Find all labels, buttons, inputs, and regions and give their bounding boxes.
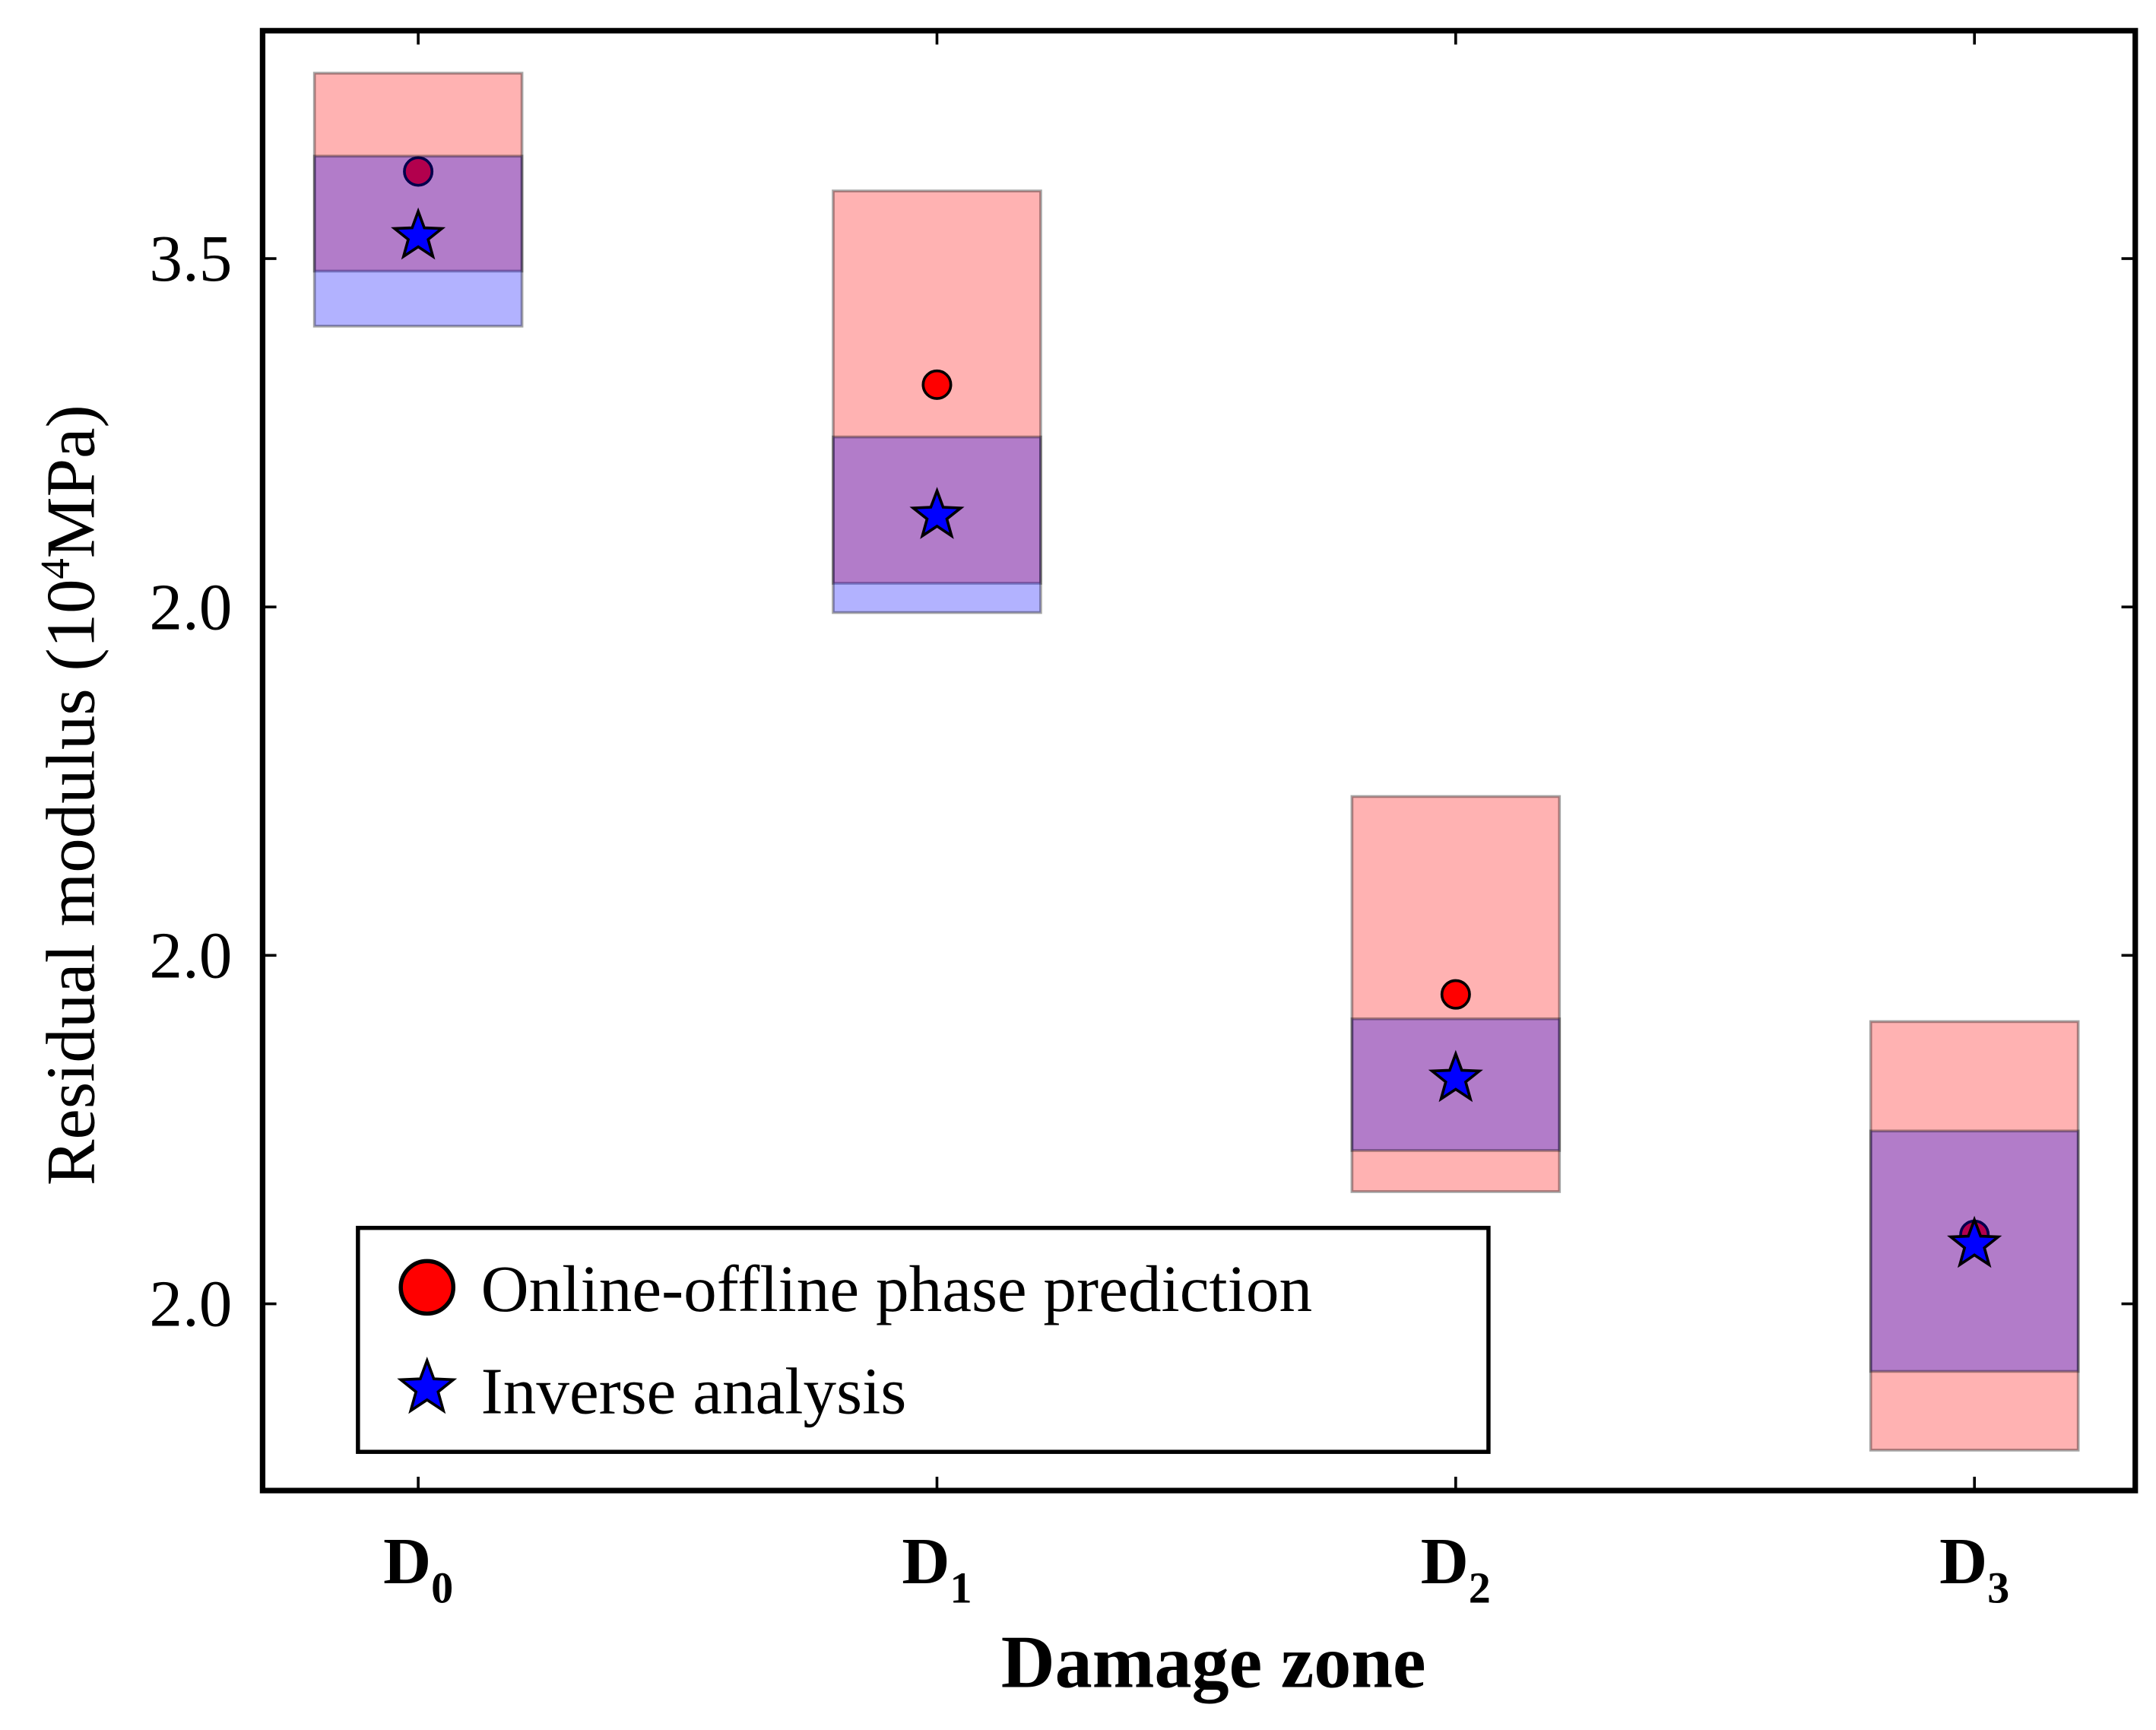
y-tick-label: 2.0 [149, 918, 232, 992]
inverse-point [909, 487, 965, 539]
inverse-point [391, 207, 446, 260]
x-tick-label: D3 [1939, 1524, 2009, 1612]
x-axis-label: Damage zone [1001, 1621, 1426, 1703]
legend-label-inverse: Inverse analysis [481, 1354, 907, 1427]
x-tick-label: D2 [1421, 1524, 1491, 1612]
prediction-markers [403, 156, 1990, 1250]
y-tick-label: 2.0 [149, 1267, 232, 1341]
legend-label-prediction: Online-offline phase prediction [481, 1252, 1313, 1325]
prediction-point [403, 156, 434, 187]
legend: Online-offline phase prediction Inverse … [356, 1225, 1491, 1454]
y-tick-label: 3.5 [149, 221, 232, 295]
x-tick-label: D1 [902, 1524, 972, 1612]
x-tick-label: D0 [383, 1524, 453, 1612]
inverse-point [1947, 1215, 2002, 1268]
inverse-point [1428, 1049, 1483, 1103]
prediction-point [1440, 979, 1471, 1010]
y-tick-label: 2.0 [149, 570, 232, 643]
legend-star-icon [397, 1357, 458, 1414]
y-axis: 3.5 2.0 2.0 2.0 [149, 221, 2135, 1341]
y-axis-label: Residual modulus (104MPa) [32, 405, 109, 1186]
legend-box [356, 1225, 1491, 1454]
inverse-range-boxes [312, 154, 2080, 1373]
legend-circle-icon [398, 1259, 456, 1316]
plot-frame [259, 27, 2139, 1494]
x-axis: D0 D1 D2 D3 [383, 30, 2009, 1612]
inverse-markers [391, 207, 2002, 1268]
prediction-point [921, 369, 953, 400]
